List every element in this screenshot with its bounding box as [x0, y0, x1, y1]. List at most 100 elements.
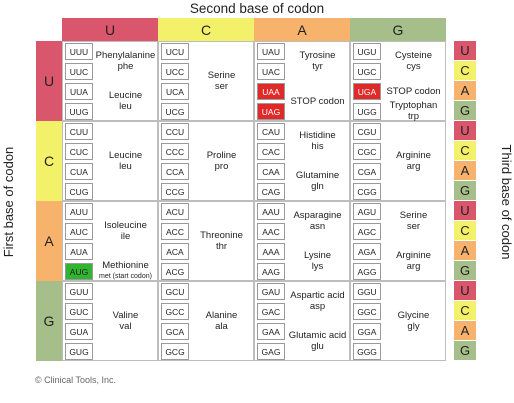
amino-acid-label: Arginine arg	[383, 241, 444, 281]
amino-acid-abbr: phe	[117, 61, 134, 72]
codon-cell: UCG	[161, 103, 189, 120]
codon-cell: ACC	[161, 223, 189, 240]
amino-acid-name: Isoleucine	[104, 220, 147, 231]
second-base-header-g: G	[350, 18, 446, 41]
amino-acid-abbr: his	[311, 141, 324, 152]
codon-cell: CCC	[161, 143, 189, 160]
third-base-label-g: G	[454, 261, 476, 281]
codon-cell: UGG	[353, 103, 381, 120]
codon-cell: AUG	[65, 263, 93, 280]
first-base-label-g: G	[36, 281, 62, 361]
codon-cell: ACA	[161, 243, 189, 260]
codon-cell: AGU	[353, 203, 381, 220]
amino-acid-abbr: asn	[309, 221, 326, 232]
amino-acid-abbr: ile	[120, 231, 131, 242]
amino-acid-label: Aspartic acid asp	[287, 281, 348, 321]
third-base-label-u: U	[454, 281, 476, 301]
amino-acid-name: Arginine	[396, 150, 431, 161]
amino-acid-name: Cysteine	[395, 50, 432, 61]
third-base-label-a: A	[454, 241, 476, 261]
amino-acid-label: Cysteine cys	[383, 41, 444, 81]
codon-cell: UGA	[353, 83, 381, 100]
codon-cell: GGC	[353, 303, 381, 320]
amino-acid-abbr: pro	[214, 161, 229, 172]
codon-cell: AAA	[257, 243, 285, 260]
amino-acid-name: STOP codon	[290, 95, 345, 107]
amino-acid-abbr: val	[119, 321, 132, 332]
amino-acid-name: Glutamic acid	[288, 330, 347, 341]
amino-acid-label: Threonine thr	[191, 201, 252, 281]
codon-cell: UAA	[257, 83, 285, 100]
amino-acid-name: Glycine	[397, 310, 430, 321]
codon-cell: ACG	[161, 263, 189, 280]
third-base-label-c: C	[454, 221, 476, 241]
amino-acid-label: Glutamine gln	[287, 161, 348, 201]
amino-acid-name: Tyrosine	[299, 50, 336, 61]
amino-acid-abbr: arg	[406, 261, 421, 272]
codon-cell: AGA	[353, 243, 381, 260]
amino-acid-label: STOP codon	[383, 81, 444, 101]
amino-acid-label: Glycine gly	[383, 281, 444, 361]
codon-cell: CGC	[353, 143, 381, 160]
amino-acid-name: Valine	[112, 310, 139, 321]
codon-cell: CGU	[353, 123, 381, 140]
amino-acid-label: Methionine met (start codon)	[95, 260, 156, 281]
amino-acid-name: Methionine	[102, 260, 149, 271]
third-base-label-c: C	[454, 141, 476, 161]
third-base-label-g: G	[454, 181, 476, 201]
codon-cell: GCC	[161, 303, 189, 320]
amino-acid-abbr: ser	[214, 81, 229, 92]
amino-acid-name: STOP codon	[386, 85, 441, 97]
second-base-header-c: C	[158, 18, 254, 41]
amino-acid-label: Leucine leu	[95, 121, 156, 201]
amino-acid-abbr: leu	[119, 161, 132, 172]
amino-acid-label: Serine ser	[383, 201, 444, 241]
third-base-label-a: A	[454, 81, 476, 101]
amino-acid-label: Tyrosine tyr	[287, 41, 348, 81]
codon-cell: UCC	[161, 63, 189, 80]
codon-cell: AUU	[65, 203, 93, 220]
amino-acid-label: Arginine arg	[383, 121, 444, 201]
amino-acid-name: Leucine	[108, 90, 143, 101]
first-base-label-c: C	[36, 121, 62, 201]
third-base-label-g: G	[454, 341, 476, 361]
codon-cell: CUC	[65, 143, 93, 160]
codon-cell: GAA	[257, 323, 285, 340]
amino-acid-label: Tryptophan trp	[383, 100, 444, 122]
amino-acid-label: Asparagine asn	[287, 201, 348, 241]
amino-acid-label: Isoleucine ile	[95, 201, 156, 261]
codon-cell: GUU	[65, 283, 93, 300]
amino-acid-abbr: glu	[311, 341, 324, 352]
codon-cell: CCU	[161, 123, 189, 140]
codon-cell: UCA	[161, 83, 189, 100]
amino-acid-abbr: asp	[309, 301, 326, 312]
codon-cell: UAU	[257, 43, 285, 60]
codon-cell: CAG	[257, 183, 285, 200]
amino-acid-label: Serine ser	[191, 41, 252, 121]
second-base-title: Second base of codon	[189, 1, 325, 16]
codon-cell: GUG	[65, 343, 93, 360]
amino-acid-label: Histidine his	[287, 121, 348, 161]
amino-acid-abbr: thr	[215, 241, 228, 252]
codon-cell: UUC	[65, 63, 93, 80]
codon-cell: AUA	[65, 243, 93, 260]
codon-cell: UUG	[65, 103, 93, 120]
codon-cell: CGG	[353, 183, 381, 200]
amino-acid-name: Serine	[399, 210, 428, 221]
amino-acid-label: Phenylalanine phe	[95, 41, 156, 81]
codon-cell: AUC	[65, 223, 93, 240]
third-base-label-g: G	[454, 101, 476, 121]
codon-cell: GCU	[161, 283, 189, 300]
first-base-label-u: U	[36, 41, 62, 121]
codon-cell: UAG	[257, 103, 285, 120]
codon-cell: AAC	[257, 223, 285, 240]
codon-cell: ACU	[161, 203, 189, 220]
amino-acid-name: Serine	[207, 70, 236, 81]
amino-acid-abbr: tyr	[312, 61, 323, 72]
amino-acid-abbr: ser	[406, 221, 421, 232]
amino-acid-abbr: gln	[311, 181, 324, 192]
amino-acid-abbr: trp	[407, 111, 420, 122]
amino-acid-abbr: leu	[119, 101, 132, 112]
amino-acid-label: Leucine leu	[95, 81, 156, 121]
